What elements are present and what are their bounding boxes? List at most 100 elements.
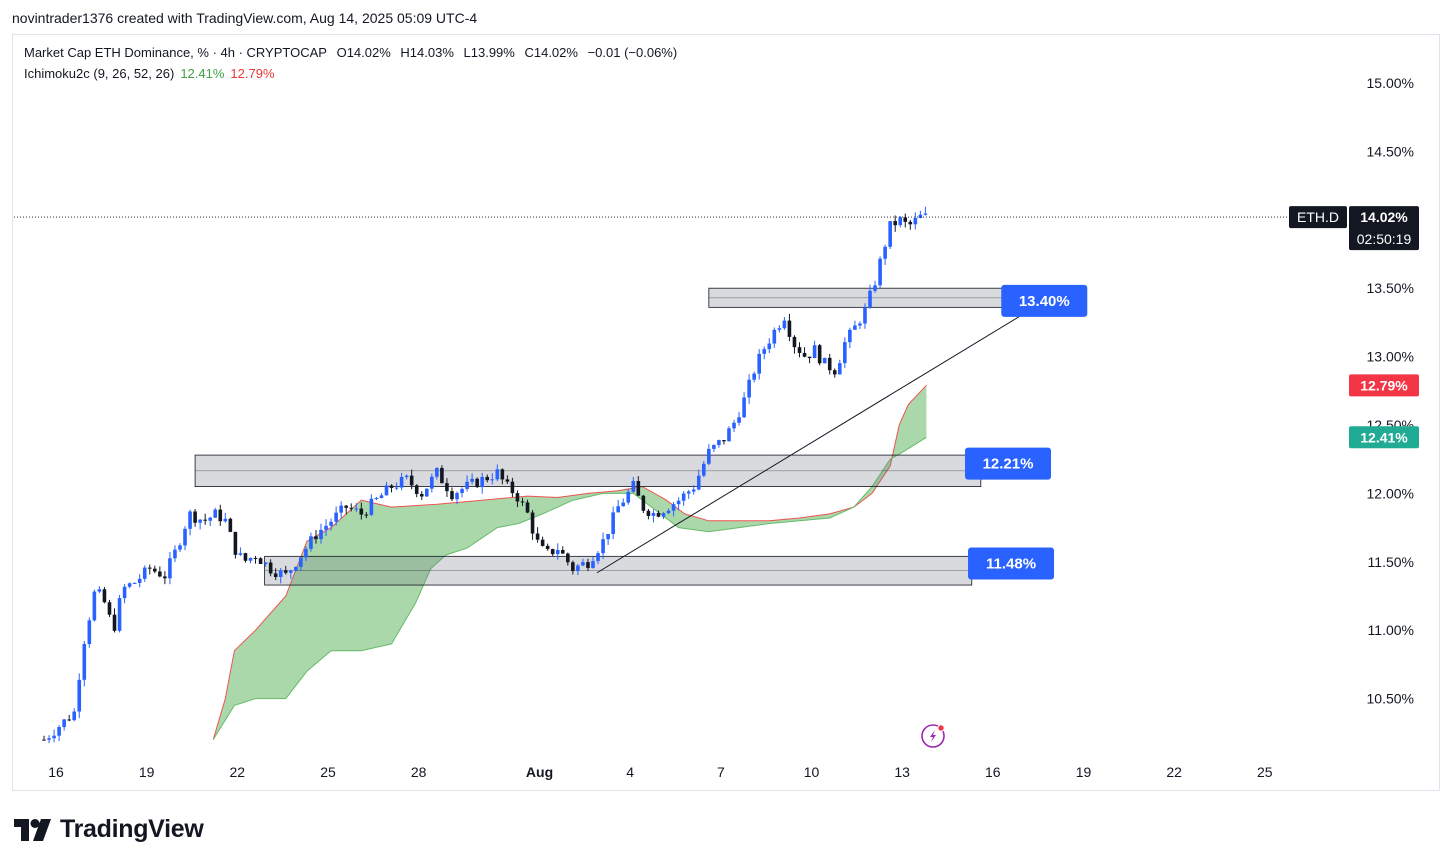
indicator-tag-label-0: 12.79% (1360, 377, 1408, 393)
callout-label-1: 12.21% (983, 456, 1034, 473)
candle-body-74 (414, 485, 419, 494)
callout-label-2: 11.48% (986, 556, 1036, 573)
x-tick-label-11: 19 (1076, 764, 1092, 780)
candle-body-81 (450, 491, 454, 500)
x-tick-label-5: Aug (526, 764, 553, 780)
candle-body-107 (581, 562, 585, 566)
candle-body-33 (208, 517, 213, 521)
candle-body-55 (319, 529, 323, 540)
candle-body-129 (691, 489, 696, 492)
candle-body-138 (737, 417, 741, 423)
candle-body-146 (777, 328, 782, 330)
candle-body-124 (666, 510, 671, 514)
candle-body-116 (626, 491, 631, 503)
candle-body-19 (137, 578, 142, 583)
candle-body-139 (742, 397, 746, 418)
candle-body-131 (702, 463, 706, 476)
candle-body-2 (52, 735, 56, 739)
candle-body-48 (283, 570, 288, 573)
candle-body-155 (822, 357, 827, 364)
callout-box-0 (1001, 284, 1088, 317)
indicator-value-1: 12.41% (180, 66, 225, 81)
candle-body-9 (87, 620, 92, 644)
symbol-legend[interactable]: Market Cap ETH Dominance, % · 4h · CRYPT… (24, 45, 683, 60)
candle-body-132 (707, 448, 711, 464)
candle-body-164 (868, 290, 872, 308)
legend-high: H14.03% (400, 45, 454, 60)
lightning-icon[interactable] (921, 724, 945, 748)
candle-body-119 (641, 495, 646, 511)
indicator-name: Ichimoku2c (9, 26, 52, 26) (24, 66, 175, 81)
y-tick-label-5: 12.00% (1367, 485, 1414, 501)
candle-body-159 (843, 342, 847, 364)
candle-body-118 (636, 481, 641, 496)
candle-body-75 (419, 493, 424, 497)
candle-body-26 (173, 549, 177, 559)
candle-body-158 (837, 363, 842, 375)
candle-body-157 (832, 370, 837, 375)
candle-body-117 (631, 481, 636, 492)
candle-body-150 (797, 347, 802, 353)
candle-body-135 (722, 440, 726, 442)
candle-body-142 (757, 353, 762, 374)
candle-body-61 (349, 507, 354, 509)
candle-body-67 (379, 495, 384, 499)
candle-body-34 (213, 509, 218, 518)
candle-body-57 (329, 521, 333, 526)
candle-body-126 (676, 500, 681, 505)
candle-body-52 (304, 548, 308, 558)
candle-body-50 (294, 566, 298, 571)
candle-body-6 (72, 711, 77, 721)
candle-body-40 (243, 553, 248, 561)
candle-body-108 (586, 562, 590, 568)
y-tick-label-2: 13.50% (1367, 280, 1414, 296)
x-tick-label-1: 19 (139, 764, 155, 780)
candle-body-70 (394, 487, 399, 489)
last-price-tag-value: 14.02% (1360, 209, 1408, 225)
candle-body-87 (480, 476, 484, 488)
candle-body-14 (112, 614, 117, 631)
candle-body-3 (57, 727, 61, 736)
candle-body-65 (369, 498, 374, 515)
callout-2: 11.48% (968, 547, 1055, 580)
legend-open: O14.02% (336, 45, 391, 60)
candle-series (42, 206, 928, 744)
candle-body-125 (671, 504, 676, 511)
candle-body-46 (273, 573, 278, 577)
candle-body-66 (374, 498, 379, 500)
candle-body-174 (918, 214, 923, 218)
candle-body-31 (198, 519, 202, 523)
candle-body-161 (853, 325, 857, 330)
candle-body-0 (42, 739, 46, 741)
candle-body-106 (576, 565, 580, 571)
candle-body-41 (248, 557, 253, 561)
candle-body-136 (727, 428, 731, 442)
tradingview-brand[interactable]: TradingView (14, 815, 204, 844)
candle-body-89 (490, 479, 495, 481)
candle-body-149 (792, 336, 797, 348)
candle-body-56 (324, 525, 328, 530)
indicator-legend[interactable]: Ichimoku2c (9, 26, 52, 26) 12.41% 12.79% (24, 66, 275, 81)
candle-body-152 (807, 356, 812, 359)
candle-body-71 (399, 476, 404, 488)
cloud-fill (213, 385, 927, 740)
candle-body-77 (430, 476, 434, 489)
candle-body-49 (288, 570, 293, 573)
candle-body-82 (455, 493, 459, 500)
x-tick-label-12: 22 (1166, 764, 1182, 780)
candle-body-73 (409, 475, 414, 486)
x-tick-label-2: 22 (230, 764, 246, 780)
candle-body-38 (233, 531, 238, 555)
candle-body-44 (263, 562, 268, 564)
x-tick-label-8: 10 (804, 764, 820, 780)
time-axis[interactable]: 1619222528Aug471013161922252 (48, 764, 1453, 780)
candle-body-36 (223, 518, 228, 522)
candle-body-110 (596, 553, 600, 562)
callout-anchor-2 (990, 562, 995, 567)
last-price-countdown: 02:50:19 (1357, 231, 1412, 247)
candle-body-21 (147, 567, 152, 569)
candle-body-100 (545, 545, 550, 550)
trendline (596, 308, 1033, 574)
candle-body-84 (465, 481, 469, 489)
